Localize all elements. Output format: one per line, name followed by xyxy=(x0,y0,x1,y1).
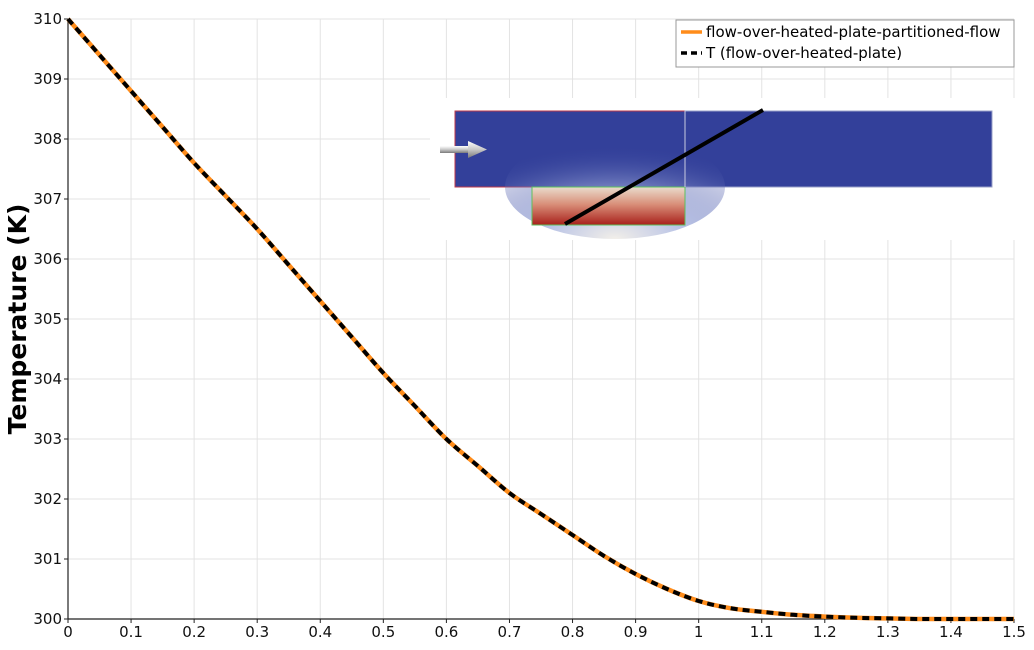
y-tick-label: 310 xyxy=(33,10,62,28)
y-tick-label: 301 xyxy=(33,550,62,568)
x-tick-label: 0.7 xyxy=(498,623,522,641)
y-tick-label: 302 xyxy=(33,490,62,508)
x-tick-label: 0.5 xyxy=(371,623,395,641)
x-tick-label: 0.1 xyxy=(119,623,143,641)
x-tick-label: 0.6 xyxy=(434,623,458,641)
y-tick-labels: 300 301 302 303 304 305 306 307 308 309 310 xyxy=(33,10,62,628)
series-line-temperature xyxy=(66,17,1014,622)
y-tick-label: 308 xyxy=(33,130,62,148)
y-tick-label: 304 xyxy=(33,370,62,388)
x-tick-label: 1.4 xyxy=(939,623,963,641)
x-tick-label: 0.8 xyxy=(561,623,585,641)
domain-thumbnail xyxy=(430,98,1016,240)
legend-label-temperature: T (flow-over-heated-plate) xyxy=(705,44,902,62)
x-tick-label: 1.1 xyxy=(750,623,774,641)
legend: flow-over-heated-plate-partitioned-flow … xyxy=(675,19,1015,68)
fluid-right-region xyxy=(684,110,993,188)
y-axis-label: Temperature (K) xyxy=(3,204,32,435)
x-tick-label: 0.2 xyxy=(182,623,206,641)
x-tick-label: 1.2 xyxy=(813,623,837,641)
y-tick-label: 300 xyxy=(33,610,62,628)
x-tick-label: 1.3 xyxy=(876,623,900,641)
x-tick-label: 0.3 xyxy=(245,623,269,641)
x-tick-label: 0.4 xyxy=(308,623,332,641)
y-tick-label: 303 xyxy=(33,430,62,448)
x-tick-label: 0 xyxy=(63,623,73,641)
legend-box xyxy=(675,19,1015,68)
y-tick-label: 309 xyxy=(33,70,62,88)
probe-line xyxy=(564,108,764,226)
heated-plate-region xyxy=(531,186,686,226)
legend-label-partitioned-flow: flow-over-heated-plate-partitioned-flow xyxy=(706,23,1001,41)
y-tick-label: 306 xyxy=(33,250,62,268)
x-tick-label: 1.5 xyxy=(1002,623,1026,641)
arrow-right-icon xyxy=(440,141,487,158)
x-tick-label: 0.9 xyxy=(624,623,648,641)
y-tick-label: 305 xyxy=(33,310,62,328)
x-tick-labels: 0 0.1 0.2 0.3 0.4 0.5 0.6 0.7 0.8 0.9 1 1.1 1.2 1.3 1.… xyxy=(63,623,1026,641)
x-tick-label: 1 xyxy=(694,623,704,641)
series-lines xyxy=(66,17,1014,622)
y-tick-label: 307 xyxy=(33,190,62,208)
